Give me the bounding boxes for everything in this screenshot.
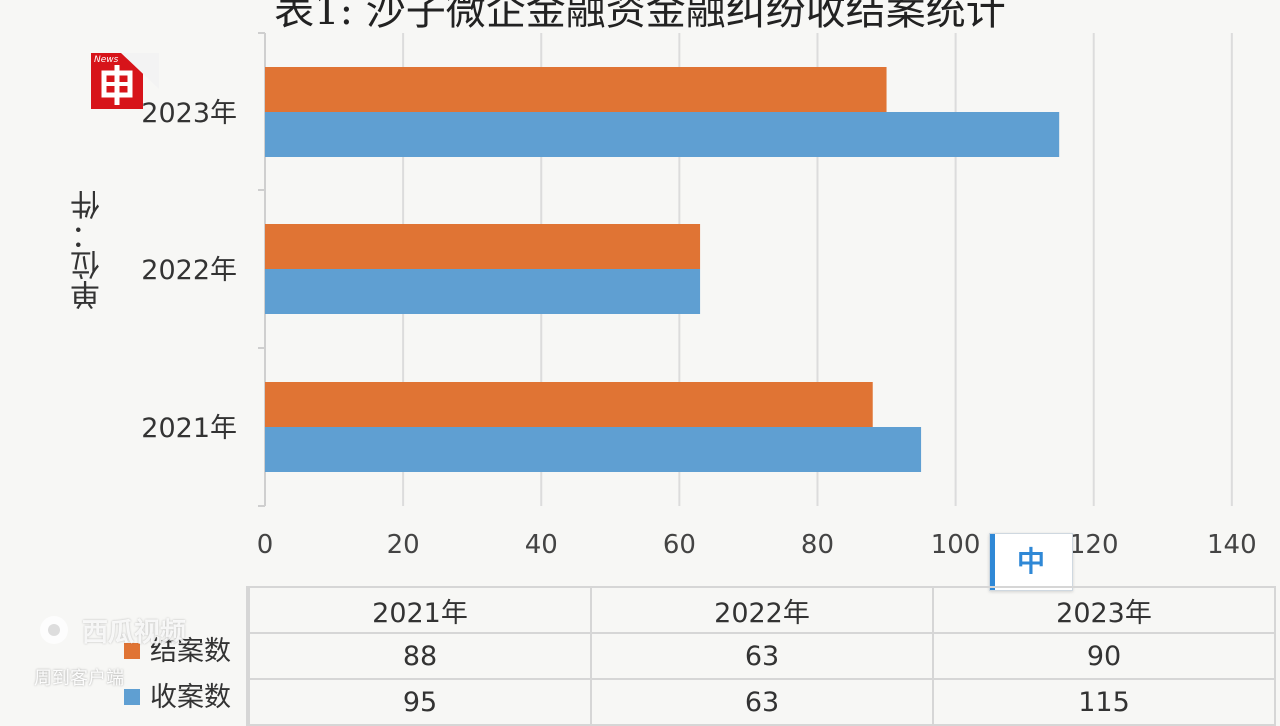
legend-item-received: 收案数 [122, 676, 231, 720]
legend-label-closed: 结案数 [150, 636, 231, 667]
table-header-cell: 2022年 [590, 586, 934, 634]
table-header-cell: 2023年 [932, 586, 1276, 634]
table-cell: 95 [248, 678, 592, 726]
ime-indicator[interactable]: 中 [989, 533, 1073, 591]
data-table: 2021年 2022年 2023年 88 63 90 95 63 115 [246, 586, 1276, 726]
x-tick-label: 80 [801, 530, 834, 560]
ime-accent-bar [990, 534, 995, 590]
x-tick-label: 100 [931, 530, 981, 560]
table-row: 95 63 115 [246, 678, 1276, 726]
bar [265, 382, 873, 427]
x-tick-label: 20 [387, 530, 420, 560]
x-tick-label: 120 [1069, 530, 1119, 560]
bar [265, 224, 701, 269]
legend-item-closed: 结案数 [122, 630, 231, 674]
table-header-cell: 2021年 [248, 586, 592, 634]
y-tick-label: 2022年 [141, 255, 237, 286]
table-header-row: 2021年 2022年 2023年 [246, 586, 1276, 634]
table-cell: 115 [932, 678, 1276, 726]
watermark-tagline: 周到客户端 [34, 668, 124, 689]
table-corner [246, 586, 250, 634]
bar [265, 67, 887, 112]
legend-swatch-closed [124, 642, 140, 659]
table-row: 88 63 90 [246, 632, 1276, 680]
bar [265, 427, 922, 472]
bar [265, 269, 701, 314]
legend-swatch-received [124, 688, 140, 705]
logo-text: News [94, 55, 119, 65]
y-tick-label: 2023年 [141, 98, 237, 129]
x-tick-label: 140 [1207, 530, 1257, 560]
chart-title: 表1: 沙子微企金融资金融纠纷收结案统计 [274, 0, 1006, 34]
watermark-logo-icon [40, 616, 68, 644]
y-tick-label: 2021年 [141, 413, 237, 444]
legend-label-received: 收案数 [150, 682, 231, 713]
unit-label: 单位：件 [71, 190, 106, 310]
table-cell: 63 [590, 632, 934, 680]
watermark-brand: 西瓜视频 [82, 618, 187, 648]
news-logo-icon [91, 53, 159, 109]
table-cell: 88 [248, 632, 592, 680]
table-row-header [246, 632, 250, 680]
table-cell: 90 [932, 632, 1276, 680]
x-tick-label: 60 [663, 530, 696, 560]
bar [265, 112, 1060, 157]
x-tick-label: 40 [525, 530, 558, 560]
table-cell: 63 [590, 678, 934, 726]
x-tick-label: 0 [257, 530, 274, 560]
ime-mode-label: 中 [1016, 545, 1045, 578]
